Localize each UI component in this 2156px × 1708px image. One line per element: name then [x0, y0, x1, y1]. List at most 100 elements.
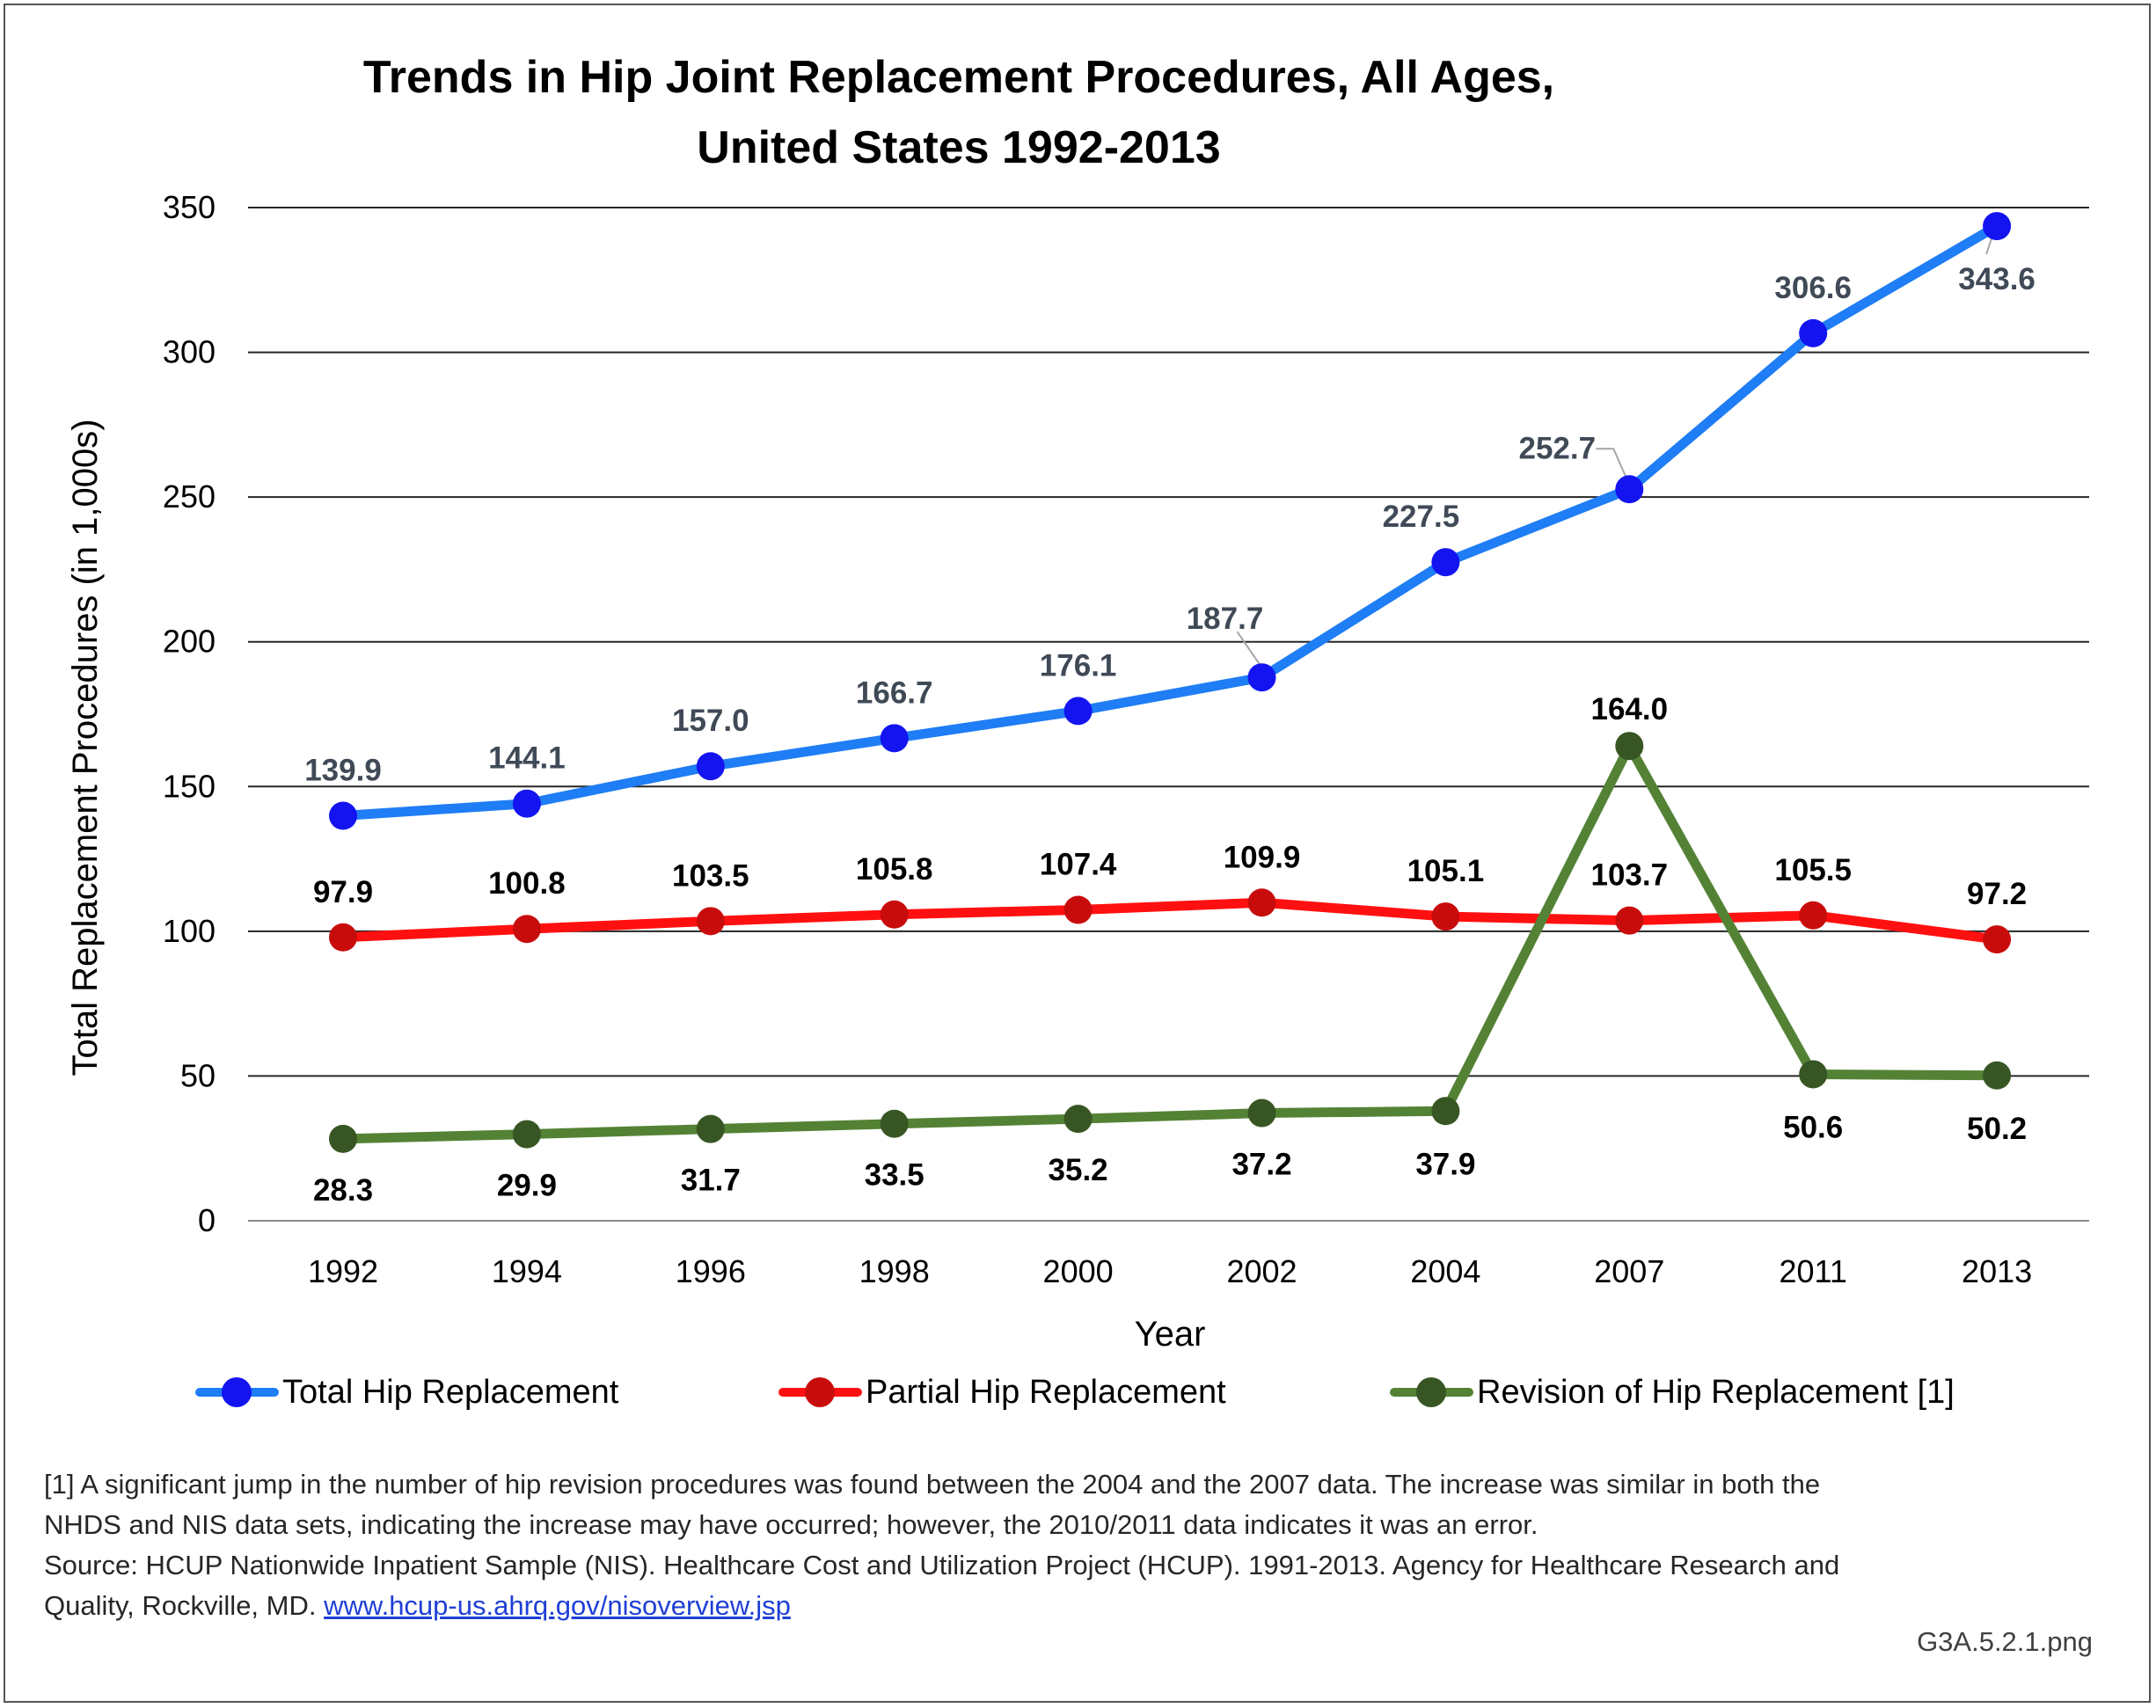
data-label-total-hip: 144.1 [488, 741, 566, 776]
chart-title-line-1: Trends in Hip Joint Replacement Procedur… [362, 52, 1555, 103]
data-label-total-hip: 166.7 [856, 675, 933, 710]
data-point-partial-hip [1431, 902, 1460, 931]
legend-swatch-partial-hip [778, 1361, 862, 1423]
data-point-total-hip [329, 801, 357, 830]
data-label-total-hip: 227.5 [1383, 500, 1460, 534]
legend-label-total-hip: Total Hip Replacement [282, 1373, 619, 1411]
x-tick-label: 2013 [1962, 1253, 2032, 1289]
data-label-partial-hip: 109.9 [1224, 840, 1301, 874]
data-label-revision-hip: 28.3 [313, 1173, 373, 1208]
data-point-revision-hip [1247, 1099, 1276, 1128]
data-label-revision-hip: 50.6 [1783, 1110, 1843, 1144]
legend-label-revision-hip: Revision of Hip Replacement [1] [1477, 1373, 1955, 1411]
legend-item-revision-hip[interactable]: Revision of Hip Replacement [1] [1390, 1361, 1955, 1423]
data-label-total-hip: 252.7 [1519, 431, 1597, 465]
y-tick-label: 350 [163, 189, 216, 225]
data-point-total-hip [1615, 475, 1644, 504]
series-line-total-hip [338, 221, 2002, 821]
leader-line-2007 [1596, 448, 1627, 478]
data-point-partial-hip [1799, 901, 1828, 930]
data-label-partial-hip: 103.7 [1591, 858, 1669, 893]
data-point-partial-hip [1615, 906, 1644, 935]
chart-frame [4, 4, 2151, 1703]
chart-notes: [1] A significant jump in the number of … [44, 1464, 1891, 1626]
legend-marker-total-hip [222, 1377, 252, 1407]
data-label-revision-hip: 164.0 [1591, 692, 1669, 726]
source-text: Source: HCUP Nationwide Inpatient Sample… [44, 1550, 1840, 1621]
x-tick-label: 2007 [1594, 1253, 1664, 1289]
data-point-revision-hip [1063, 1105, 1093, 1134]
data-point-revision-hip [512, 1120, 541, 1149]
data-point-partial-hip [1063, 895, 1093, 924]
legend-item-partial-hip[interactable]: Partial Hip Replacement [778, 1361, 1226, 1423]
data-point-revision-hip [1983, 1061, 2012, 1090]
legend-marker-partial-hip [805, 1377, 835, 1407]
data-point-revision-hip [696, 1114, 725, 1143]
data-point-partial-hip [1247, 888, 1276, 917]
y-tick-label: 150 [163, 768, 216, 804]
series-lines [338, 221, 2002, 1144]
data-label-partial-hip: 97.2 [1967, 877, 2027, 911]
data-label-partial-hip: 103.5 [672, 858, 749, 893]
x-tick-label: 1998 [859, 1253, 930, 1289]
y-axis-title: Total Replacement Procedures (in 1,000s) [66, 419, 105, 1076]
data-label-revision-hip: 37.9 [1415, 1147, 1475, 1181]
legend-swatch-revision-hip [1390, 1361, 1473, 1423]
data-point-total-hip [696, 752, 725, 781]
y-tick-label: 100 [163, 913, 216, 949]
data-point-total-hip [512, 789, 541, 818]
x-tick-label: 1996 [676, 1253, 746, 1289]
data-labels: 139.9 144.1 157.0 166.7 176.1 187.7 227.5 252.7… [304, 262, 2035, 1208]
data-label-total-hip: 139.9 [304, 754, 382, 788]
legend: Total Hip Replacement Partial Hip Replac… [0, 1361, 2156, 1423]
data-point-revision-hip [880, 1109, 909, 1138]
x-tick-label: 1992 [308, 1253, 378, 1289]
label-leader-lines [1236, 237, 1993, 666]
series-line-revision-hip [338, 741, 2002, 1144]
legend-item-total-hip[interactable]: Total Hip Replacement [195, 1361, 618, 1423]
legend-marker-revision-hip [1416, 1377, 1446, 1407]
series-line-partial-hip [338, 897, 2002, 945]
data-label-total-hip: 176.1 [1040, 648, 1117, 682]
data-point-revision-hip [1431, 1097, 1460, 1126]
y-tick-label: 300 [163, 334, 216, 370]
data-point-total-hip [1063, 697, 1093, 726]
data-point-total-hip [1431, 548, 1460, 577]
source-link[interactable]: www.hcup-us.ahrq.gov/nisoverview.jsp [324, 1590, 791, 1621]
series-markers [329, 212, 2012, 1153]
data-label-partial-hip: 107.4 [1040, 848, 1117, 882]
data-label-partial-hip: 105.8 [856, 852, 933, 887]
file-label: G3A.5.2.1.png [1917, 1626, 2093, 1657]
y-tick-label: 250 [163, 478, 216, 515]
data-label-revision-hip: 35.2 [1049, 1153, 1108, 1187]
data-label-partial-hip: 105.1 [1407, 854, 1485, 888]
chart-title: Trends in Hip Joint Replacement Procedur… [0, 42, 1918, 183]
data-label-partial-hip: 97.9 [313, 875, 373, 909]
x-tick-label: 2002 [1226, 1253, 1297, 1289]
data-point-partial-hip [512, 915, 541, 944]
data-point-partial-hip [1983, 925, 2012, 954]
data-point-revision-hip [1615, 732, 1644, 761]
data-label-revision-hip: 31.7 [681, 1164, 741, 1198]
data-point-total-hip [1983, 212, 2012, 241]
y-tick-label: 50 [180, 1057, 216, 1093]
data-label-total-hip: 187.7 [1187, 602, 1264, 636]
data-point-revision-hip [329, 1124, 357, 1153]
data-label-total-hip: 343.6 [1958, 262, 2035, 296]
y-tick-label: 0 [198, 1202, 216, 1238]
data-point-total-hip [1247, 663, 1276, 692]
x-tick-label: 1994 [492, 1253, 562, 1289]
data-label-revision-hip: 50.2 [1967, 1112, 2027, 1146]
source-note: Source: HCUP Nationwide Inpatient Sample… [44, 1545, 1891, 1626]
chart-title-line-2: United States 1992-2013 [697, 122, 1221, 173]
data-point-total-hip [1799, 318, 1828, 347]
legend-swatch-total-hip [195, 1361, 279, 1423]
data-label-partial-hip: 105.5 [1774, 853, 1852, 887]
data-label-total-hip: 157.0 [672, 704, 749, 738]
line-chart: 0 50 100 150 200 250 300 350 1992 1994 1996 1998 20… [66, 189, 2089, 1354]
x-axis-ticks: 1992 1994 1996 1998 2000 2002 2004 2007 2011 2013 [308, 1253, 2032, 1289]
data-point-partial-hip [880, 900, 909, 929]
x-tick-label: 2000 [1043, 1253, 1114, 1289]
leader-line-2002 [1236, 631, 1261, 666]
data-point-partial-hip [696, 907, 725, 936]
